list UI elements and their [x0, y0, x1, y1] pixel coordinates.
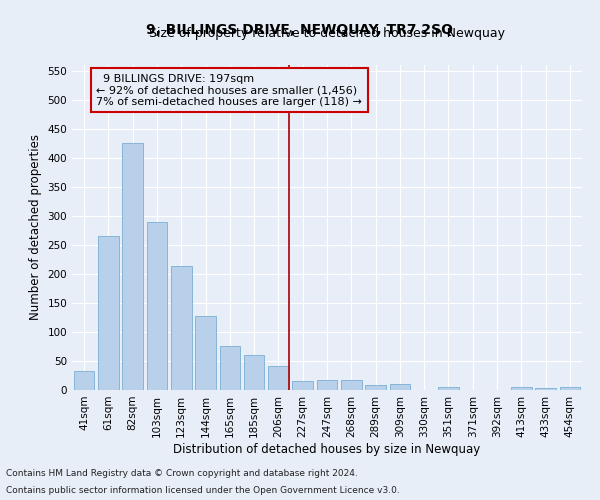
- Bar: [268, 366, 289, 390]
- Bar: [341, 380, 362, 390]
- Text: 9 BILLINGS DRIVE: 197sqm  
← 92% of detached houses are smaller (1,456)
7% of se: 9 BILLINGS DRIVE: 197sqm ← 92% of detach…: [96, 74, 362, 107]
- Y-axis label: Number of detached properties: Number of detached properties: [29, 134, 42, 320]
- Bar: [535, 388, 556, 390]
- Bar: [74, 372, 94, 390]
- Bar: [98, 236, 119, 390]
- Text: Contains public sector information licensed under the Open Government Licence v3: Contains public sector information licen…: [6, 486, 400, 495]
- Bar: [195, 316, 216, 390]
- Bar: [171, 266, 191, 390]
- Bar: [389, 384, 410, 390]
- Bar: [560, 387, 580, 390]
- Bar: [511, 387, 532, 390]
- Bar: [438, 387, 459, 390]
- Bar: [292, 380, 313, 390]
- Bar: [146, 222, 167, 390]
- Bar: [220, 346, 240, 390]
- Text: 9, BILLINGS DRIVE, NEWQUAY, TR7 2SQ: 9, BILLINGS DRIVE, NEWQUAY, TR7 2SQ: [146, 22, 454, 36]
- Title: Size of property relative to detached houses in Newquay: Size of property relative to detached ho…: [149, 27, 505, 40]
- Bar: [365, 385, 386, 390]
- Bar: [244, 355, 265, 390]
- Bar: [122, 144, 143, 390]
- Text: Contains HM Land Registry data © Crown copyright and database right 2024.: Contains HM Land Registry data © Crown c…: [6, 468, 358, 477]
- Bar: [317, 380, 337, 390]
- X-axis label: Distribution of detached houses by size in Newquay: Distribution of detached houses by size …: [173, 442, 481, 456]
